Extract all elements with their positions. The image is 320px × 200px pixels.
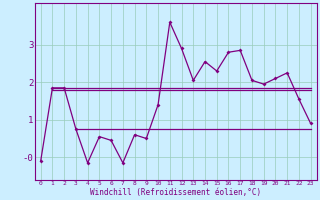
X-axis label: Windchill (Refroidissement éolien,°C): Windchill (Refroidissement éolien,°C) xyxy=(90,188,261,197)
